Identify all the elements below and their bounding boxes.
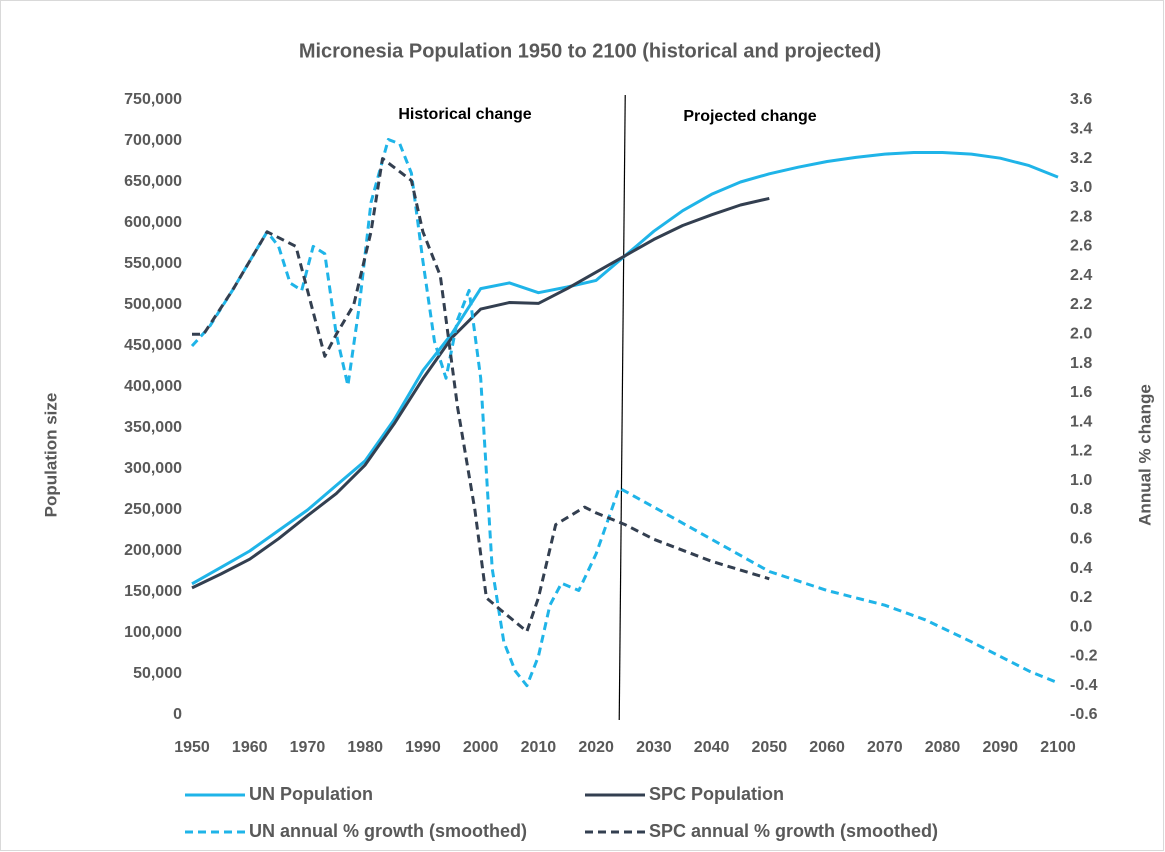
legend-label: SPC annual % growth (smoothed) <box>649 821 938 841</box>
x-tick-label: 2070 <box>867 739 903 756</box>
x-tick-label: 1950 <box>174 739 210 756</box>
y-axis-label: Population size <box>41 393 60 518</box>
y-tick-label: 550,000 <box>124 255 182 272</box>
x-tick-label: 2030 <box>636 739 672 756</box>
y2-tick-label: 2.8 <box>1070 208 1092 225</box>
x-tick-label: 2060 <box>809 739 845 756</box>
y-tick-label: 200,000 <box>124 542 182 559</box>
y2-tick-label: -0.6 <box>1070 706 1098 723</box>
legend-label: UN Population <box>249 784 373 804</box>
y2-tick-label: 3.6 <box>1070 91 1092 108</box>
x-tick-label: 2000 <box>463 739 499 756</box>
y2-tick-label: 3.2 <box>1070 150 1092 167</box>
y2-tick-label: 3.4 <box>1070 121 1092 138</box>
y-tick-label: 300,000 <box>124 460 182 477</box>
y2-tick-label: 0.4 <box>1070 560 1092 577</box>
y2-tick-label: 0.6 <box>1070 531 1092 548</box>
x-tick-label: 2090 <box>982 739 1018 756</box>
series-line <box>192 157 770 633</box>
y2-tick-label: 1.8 <box>1070 355 1092 372</box>
legend-label: SPC Population <box>649 784 784 804</box>
series-line <box>191 196 770 590</box>
y-tick-label: 350,000 <box>124 419 182 436</box>
x-tick-label: 1980 <box>347 739 383 756</box>
y2-tick-label: -0.4 <box>1070 677 1098 694</box>
x-tick-label: 2050 <box>752 739 788 756</box>
x-tick-label: 1960 <box>232 739 268 756</box>
y-tick-label: 500,000 <box>124 296 182 313</box>
y2-tick-label: 0.2 <box>1070 589 1092 606</box>
y2-axis-label: Annual % change <box>1135 384 1154 526</box>
y-tick-label: 700,000 <box>124 132 182 149</box>
y-tick-label: 600,000 <box>124 214 182 231</box>
y-tick-label: 100,000 <box>124 624 182 641</box>
divider-line <box>618 94 626 721</box>
y2-tick-label: 1.0 <box>1070 472 1092 489</box>
y2-tick-label: 1.4 <box>1070 413 1092 430</box>
legend-label: UN annual % growth (smoothed) <box>249 821 527 841</box>
y2-tick-label: 1.6 <box>1070 384 1092 401</box>
x-tick-label: 2080 <box>925 739 961 756</box>
x-tick-label: 1970 <box>290 739 326 756</box>
x-tick-label: 2100 <box>1040 739 1076 756</box>
y-tick-label: 750,000 <box>124 91 182 108</box>
x-tick-label: 2040 <box>694 739 730 756</box>
y2-tick-label: 2.4 <box>1070 267 1092 284</box>
series-line <box>190 138 1059 688</box>
x-tick-label: 1990 <box>405 739 441 756</box>
y2-tick-label: -0.2 <box>1070 648 1098 665</box>
x-tick-label: 2010 <box>521 739 557 756</box>
y-tick-label: 250,000 <box>124 501 182 518</box>
y-tick-label: 450,000 <box>124 337 182 354</box>
y-tick-label: 50,000 <box>133 665 182 682</box>
y-tick-label: 150,000 <box>124 583 182 600</box>
annotation: Historical change <box>398 106 531 123</box>
y-tick-label: 650,000 <box>124 173 182 190</box>
y2-tick-label: 0.8 <box>1070 501 1092 518</box>
y2-tick-label: 1.2 <box>1070 443 1092 460</box>
y-tick-label: 0 <box>173 706 182 723</box>
chart-title: Micronesia Population 1950 to 2100 (hist… <box>299 40 881 62</box>
y2-tick-label: 2.6 <box>1070 238 1092 255</box>
y2-tick-label: 2.2 <box>1070 296 1092 313</box>
y2-tick-label: 0.0 <box>1070 618 1092 635</box>
y2-tick-label: 3.0 <box>1070 179 1092 196</box>
y2-tick-label: 2.0 <box>1070 326 1092 343</box>
annotation: Projected change <box>683 108 816 125</box>
x-tick-label: 2020 <box>578 739 614 756</box>
y-tick-label: 400,000 <box>124 378 182 395</box>
